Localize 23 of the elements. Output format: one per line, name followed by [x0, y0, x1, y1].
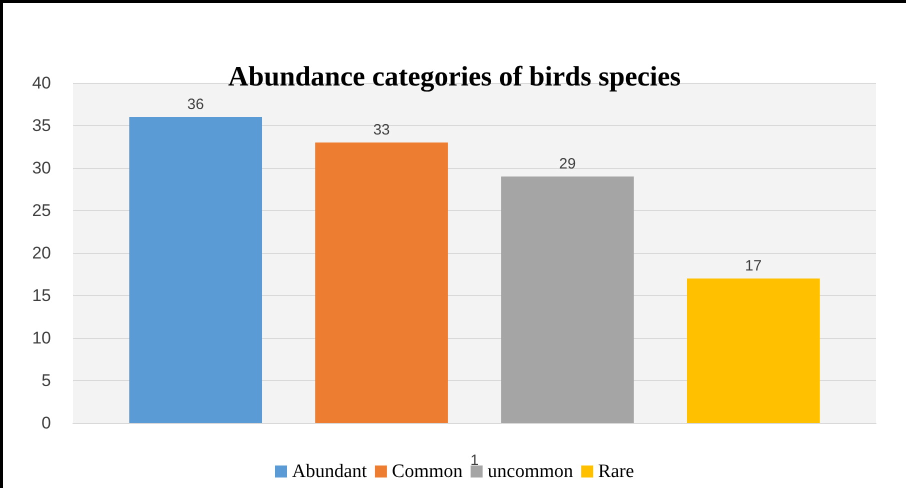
legend-label: Common — [392, 461, 464, 482]
y-tick-label: 15 — [32, 286, 51, 305]
data-label: 17 — [745, 258, 762, 274]
bar — [501, 176, 634, 423]
data-label: 33 — [373, 122, 390, 138]
y-tick-label: 25 — [32, 201, 51, 220]
y-tick-label: 35 — [32, 116, 51, 135]
legend-label: uncommon — [488, 461, 574, 482]
data-label: 36 — [187, 96, 204, 113]
data-label: 29 — [559, 156, 576, 172]
y-tick-label: 40 — [32, 74, 51, 92]
bar — [129, 117, 262, 423]
legend-label: Rare — [598, 461, 634, 482]
y-tick-label: 20 — [32, 244, 51, 262]
y-tick-label: 0 — [42, 414, 51, 432]
x-tick-label: 1 — [470, 452, 479, 469]
bar — [315, 142, 448, 423]
y-tick-label: 5 — [42, 371, 51, 390]
legend-label: Abundant — [292, 461, 368, 482]
y-tick-label: 30 — [32, 158, 51, 178]
y-tick-label: 10 — [32, 328, 51, 348]
chart-title: Abundance categories of birds species — [228, 62, 681, 92]
bar — [686, 278, 820, 423]
